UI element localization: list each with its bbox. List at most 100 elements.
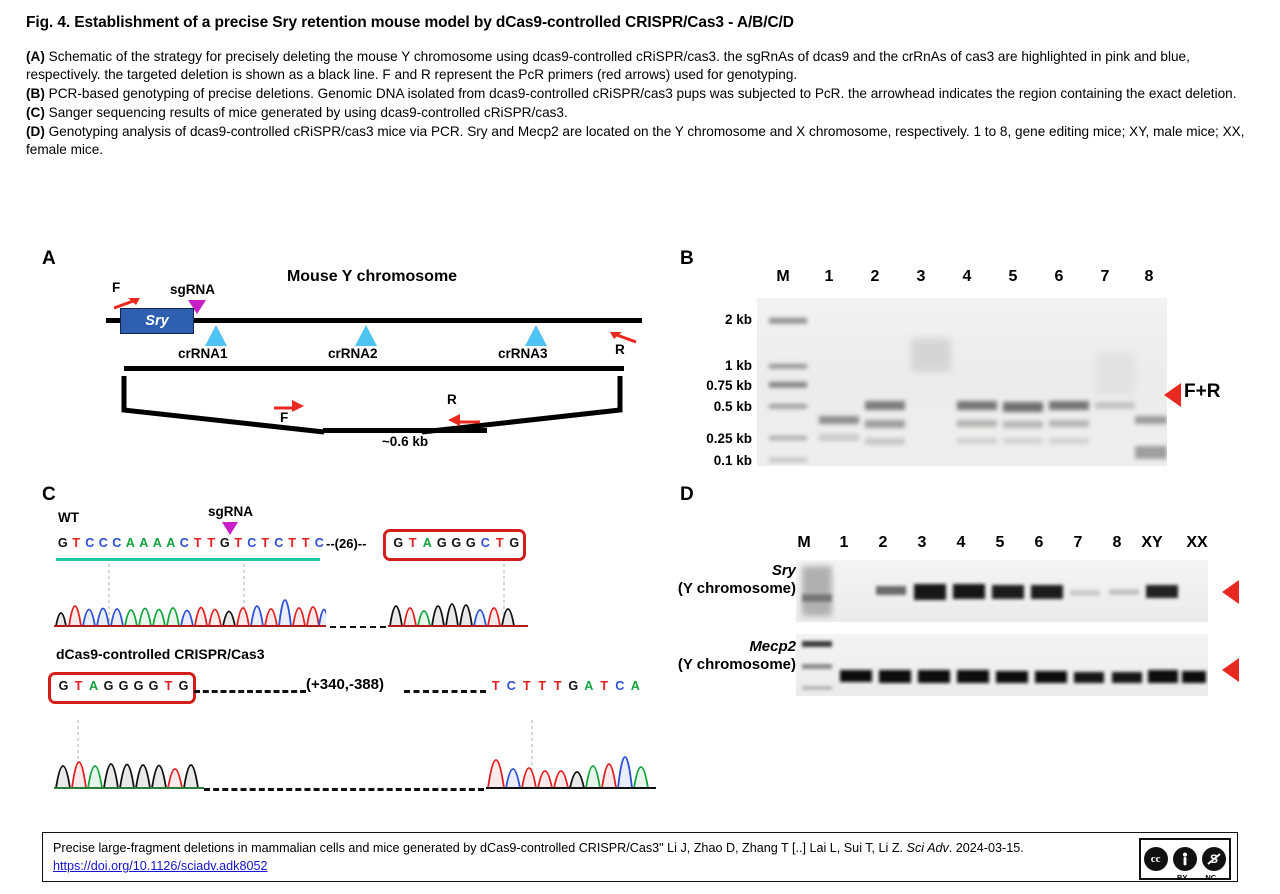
panel-b-lane-2: 2 [870,268,880,285]
dna-base-a: A [125,536,135,550]
panel-b-gel-image [757,298,1167,466]
panel-c-edit-dash-right [404,690,486,693]
zoom-bracket [121,376,623,435]
dna-base-g: G [451,536,462,550]
dna-base-g: G [178,679,189,693]
panel-b-band-arrowhead-icon [1164,383,1181,407]
dna-base-a: A [422,536,432,550]
dna-base-a: A [630,679,640,693]
dna-base-g: G [568,679,579,693]
ladder-label-05kb: 0.5 kb [713,399,752,414]
panel-c-wt-chromatogram-left [54,564,326,627]
dna-base-t: T [234,536,243,550]
doi-link[interactable]: https://doi.org/10.1126/sciadv.adk8052 [53,859,268,874]
dna-base-g: G [58,679,69,693]
dna-base-g: G [219,536,230,550]
primer-f-bottom-label: F [280,410,289,425]
caption-tag-c: (C) [26,105,45,121]
panel-c-edit-chromatogram-right [486,720,656,789]
crrna1-label: crRNA1 [178,346,228,361]
deletion-segment-line [124,366,624,371]
panel-d-lane-XX: XX [1186,534,1208,551]
primer-r-bottom-arrow-icon [448,414,480,426]
panel-c-edit-baseline-dash [204,788,484,791]
panel-d-gel-mecp2-bands [802,641,1206,690]
caption-tag-a: (A) [26,49,45,64]
caption-text-c: Sanger sequencing results of mice genera… [44,105,568,121]
panel-d-lane-1: 1 [839,534,849,551]
caption-tag-b: (B) [26,86,45,102]
panel-a-letter: A [42,248,56,269]
panel-b-lane-7: 7 [1100,268,1110,285]
panel-c-edit-dash-left [194,690,306,693]
panel-d-gel-sry-bands [802,566,1178,616]
caption-tag-d: (D) [26,124,45,140]
primer-f-bottom-arrow-icon [274,400,304,412]
citation-text: Precise large-fragment deletions in mamm… [53,839,1153,876]
panel-d-arrowhead-sry-icon [1222,580,1239,604]
caption-paragraph-b: (B) PCR-based genotyping of precise dele… [26,85,1254,103]
dna-base-g: G [133,679,144,693]
panel-d-letter: D [680,484,694,505]
citation-journal: Sci Adv [906,841,949,855]
crrna2-label: crRNA2 [328,346,378,361]
dna-base-a: A [152,536,162,550]
panel-c-sgrna-label: sgRNA [208,504,254,519]
dna-base-t: T [288,536,297,550]
cc-license-badge[interactable]: cc BY S NC [1139,838,1231,882]
panel-b-lane-6: 6 [1054,268,1064,285]
panel-d-gene-sry: Sry [771,562,796,579]
primer-f-top-label: F [112,280,121,295]
panel-b-letter: B [680,248,694,269]
panel-d-lane-XY: XY [1141,534,1163,551]
ladder-label-1kb: 1 kb [724,358,752,373]
citation-pre: Precise large-fragment deletions in mamm… [53,841,907,855]
panel-c-wt-chromatogram-right [388,564,528,627]
dna-base-c: C [506,679,516,693]
sgrna-label: sgRNA [170,282,216,297]
dna-base-t: T [261,536,270,550]
dna-base-t: T [408,536,417,550]
panel-b-lane-4: 4 [962,268,972,285]
panel-c-edit-gap-label: (+340,-388) [306,676,384,693]
chromosome-line [106,318,642,323]
panel-c-wt-highlight-box [383,529,526,561]
dna-base-c: C [274,536,284,550]
ladder-label-075kb: 0.75 kb [706,378,752,393]
crrna1-marker-icon [205,325,227,346]
dna-base-c: C [85,536,95,550]
panel-b-lane-8: 8 [1144,268,1154,285]
panel-c-wt-gap: --(26)-- [326,536,367,551]
caption-paragraph-c: (C) Sanger sequencing results of mice ge… [26,104,1254,122]
dna-base-t: T [538,679,547,693]
dna-base-t: T [164,679,173,693]
dna-base-t: T [600,679,609,693]
panel-d-gene-mecp2: Mecp2 [749,638,796,655]
cc-nc-label: NC [1205,873,1217,882]
dna-base-g: G [148,679,159,693]
dna-base-t: T [207,536,216,550]
dna-base-a: A [139,536,149,550]
dna-base-g: G [103,679,114,693]
dna-base-g: G [57,536,68,550]
dna-base-g: G [509,536,520,550]
panel-b-lane-1: 1 [824,268,834,285]
panel-a: Mouse Y chromosome F sgRNA Sry crRNA1 cr… [42,246,672,478]
citation-post: . 2024-03-15. [948,841,1024,855]
dna-base-t: T [72,536,81,550]
dna-base-c: C [615,679,625,693]
dna-base-c: C [480,536,490,550]
cc-nc-icon: S [1202,847,1227,871]
panel-c-letter: C [42,484,56,505]
caption-paragraph-d: (D) Genotyping analysis of dcas9-control… [26,123,1254,159]
dna-base-t: T [301,536,310,550]
panel-c-wt-underline [56,558,320,561]
panel-d-row-label-sry: Sry (Y chromosome) [596,562,796,597]
dna-base-g: G [436,536,447,550]
panel-d-arrowhead-mecp2-icon [1222,658,1239,682]
dna-base-c: C [247,536,257,550]
dna-base-c: C [179,536,189,550]
